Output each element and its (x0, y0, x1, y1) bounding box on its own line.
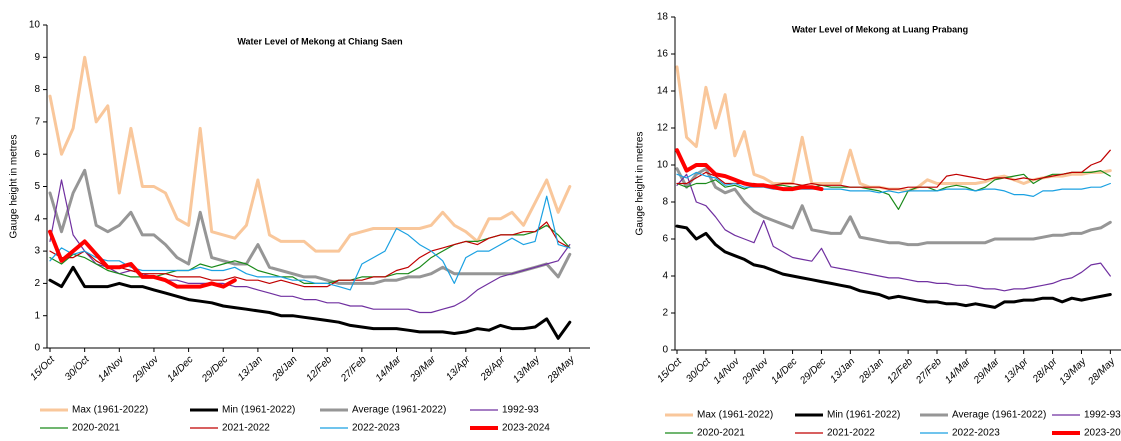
plot-lines (675, 65, 1112, 309)
chart-title: Water Level of Mekong at Chiang Saen (237, 36, 402, 46)
x-tick-label: 13/May (511, 354, 543, 386)
y-tick-label: 8 (34, 84, 40, 95)
x-tick-label: 13/May (1057, 356, 1089, 388)
series-line (48, 265, 572, 340)
x-tick-label: 28/Jan (270, 354, 300, 384)
y-tick-label: 6 (34, 149, 40, 160)
legend-label: 2021-2022 (827, 428, 875, 439)
y-tick-label: 3 (34, 246, 40, 257)
x-tick-label: 28/Apr (478, 354, 508, 384)
series-line (675, 65, 1112, 193)
x-tick-label: 29/Mar (408, 354, 439, 385)
x-tick-label: 13/Apr (1002, 356, 1031, 385)
series-line (48, 55, 572, 253)
y-tick-label: 10 (29, 20, 41, 31)
series-line (675, 167, 1112, 247)
x-tick-label: 14/Nov (96, 354, 127, 385)
x-tick-label: 14/Nov (712, 356, 743, 387)
x-tick-label: 14/Mar (374, 354, 404, 384)
y-tick-label: 5 (34, 181, 40, 192)
x-tick-label: 29/Mar (971, 356, 1002, 387)
legend-label: 2021-2022 (222, 423, 270, 434)
y-tick-label: 0 (34, 343, 40, 354)
legend-label: Max (1961-2022) (697, 410, 773, 421)
legend-label: Average (1961-2022) (352, 405, 446, 416)
x-tick-label: 28/May (545, 354, 577, 386)
x-tick-label: 27/Feb (913, 356, 944, 387)
x-tick-label: 14/Dec (165, 354, 195, 384)
x-tick-label: 29/Nov (130, 354, 162, 386)
chart-title: Water Level of Mekong at Luang Prabang (792, 24, 968, 34)
y-tick-label: 7 (34, 117, 40, 128)
legend-label: 2023-2024 (502, 423, 550, 434)
x-tick-label: 28/Apr (1030, 356, 1060, 386)
y-tick-label: 10 (657, 160, 669, 171)
x-tick-label: 30/Oct (63, 353, 92, 382)
y-tick-label: 9 (34, 52, 40, 63)
x-tick-label: 28/May (1086, 356, 1118, 388)
y-tick-label: 6 (662, 234, 668, 245)
plot-lines (48, 55, 572, 340)
y-tick-label: 4 (662, 271, 668, 282)
legend-label: 1992-93 (502, 405, 539, 416)
x-tick-label: 13/Jan (828, 356, 857, 385)
series-line (676, 171, 1111, 197)
y-tick-label: 8 (662, 197, 668, 208)
x-tick-label: 14/Mar (943, 356, 973, 386)
legend-label: 2023-2024 (1084, 428, 1121, 439)
x-tick-label: 12/Feb (885, 356, 915, 386)
y-tick-label: 18 (657, 12, 669, 23)
x-tick-label: 15/Oct (28, 353, 57, 382)
x-tick-label: 29/Dec (199, 354, 230, 385)
legend-label: 2020-2021 (72, 423, 120, 434)
x-tick-label: 14/Dec (769, 356, 799, 386)
series-line (48, 168, 572, 285)
x-tick-label: 29/Nov (740, 356, 772, 388)
series-line (676, 173, 1111, 292)
x-tick-label: 13/Apr (444, 354, 473, 383)
legend-label: 1992-93 (1084, 410, 1121, 421)
y-tick-label: 14 (657, 86, 669, 97)
y-tick-label: 4 (34, 213, 40, 224)
y-tick-label: 2 (662, 308, 668, 319)
legend-label: Min (1961-2022) (827, 410, 900, 421)
y-tick-label: 16 (657, 49, 669, 60)
legend-label: Average (1961-2022) (952, 410, 1046, 421)
y-tick-label: 12 (657, 123, 669, 134)
legend-label: Min (1961-2022) (222, 405, 295, 416)
y-tick-label: 1 (34, 310, 40, 321)
legend-label: Max (1961-2022) (72, 405, 148, 416)
legend-label: 2022-2023 (352, 423, 400, 434)
x-tick-label: 15/Oct (655, 355, 684, 384)
legend-label: 2020-2021 (697, 428, 745, 439)
x-tick-label: 29/Dec (798, 356, 829, 387)
series-line (675, 148, 824, 192)
x-tick-label: 28/Jan (856, 356, 886, 386)
y-axis-label: Gauge height in metres (9, 135, 20, 239)
x-tick-label: 13/Jan (236, 354, 265, 383)
x-tick-label: 27/Feb (338, 354, 369, 385)
y-tick-label: 2 (34, 278, 40, 289)
x-tick-label: 12/Feb (304, 354, 334, 384)
y-axis-label: Gauge height in metres (635, 132, 646, 236)
series-line (49, 224, 571, 284)
series-line (675, 224, 1112, 309)
x-tick-label: 30/Oct (684, 355, 713, 384)
legend-label: 2022-2023 (952, 428, 1000, 439)
series-line (48, 229, 237, 289)
y-tick-label: 0 (662, 345, 668, 356)
